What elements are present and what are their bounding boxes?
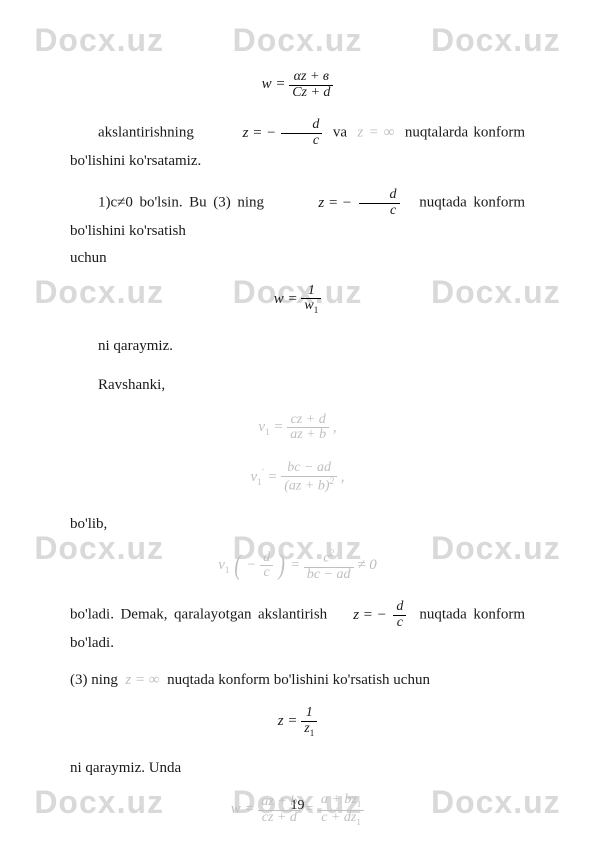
para-5: bo'lib, (70, 512, 525, 538)
equation-5: v1 ( − d c ) = c2 bc − ad ≠ 0 (70, 549, 525, 582)
equation-2: w = 1 w1 (70, 284, 525, 316)
para-7: (3) ning z = ∞ nuqtada konform bo'lishin… (70, 668, 525, 694)
paren-left: ( (235, 555, 242, 577)
frac-dc-1: d c (281, 118, 322, 148)
frac-dc-2: d c (359, 188, 400, 218)
page-content: w = αz + в Cz + d akslantirishning z = −… (0, 0, 595, 827)
z-inf-1: z = ∞ (357, 125, 394, 141)
frac-dc-3: d c (393, 600, 406, 630)
para-6: bo'ladi. Demak, qaralayotgan akslantiris… (70, 600, 525, 656)
para-2-tail: uchun (70, 246, 525, 272)
eq3-frac: cz + d az + b (287, 413, 329, 443)
equation-3: v1 = cz + d az + b , (70, 413, 525, 443)
para-3: ni qaraymiz. (70, 334, 525, 360)
equation-1: w = αz + в Cz + d (70, 70, 525, 100)
eq2-frac: 1 w1 (301, 284, 321, 316)
eq1-frac: αz + в Cz + d (289, 70, 333, 100)
eq1-lhs: w = (262, 72, 286, 98)
equation-6: z = 1 z1 (70, 706, 525, 738)
equation-4: v1′ = bc − ad (az + b)2 , (70, 461, 525, 494)
eq6-frac: 1 z1 (301, 706, 317, 738)
para-1: akslantirishning z = − d c va z = ∞ nuqt… (70, 118, 525, 174)
para-4: Ravshanki, (70, 373, 525, 399)
paren-right: ) (278, 555, 285, 577)
equation-7: w = az + b cz + d = a + bz1 c + dz1 (70, 793, 525, 826)
para-2: 1)c≠0 bo'lsin. Bu (3) ning z = − d c nuq… (70, 188, 525, 244)
para-8: ni qaraymiz. Unda (70, 756, 525, 782)
z-inf-2: z = ∞ (125, 672, 159, 688)
eq4-frac: bc − ad (az + b)2 (281, 461, 337, 494)
